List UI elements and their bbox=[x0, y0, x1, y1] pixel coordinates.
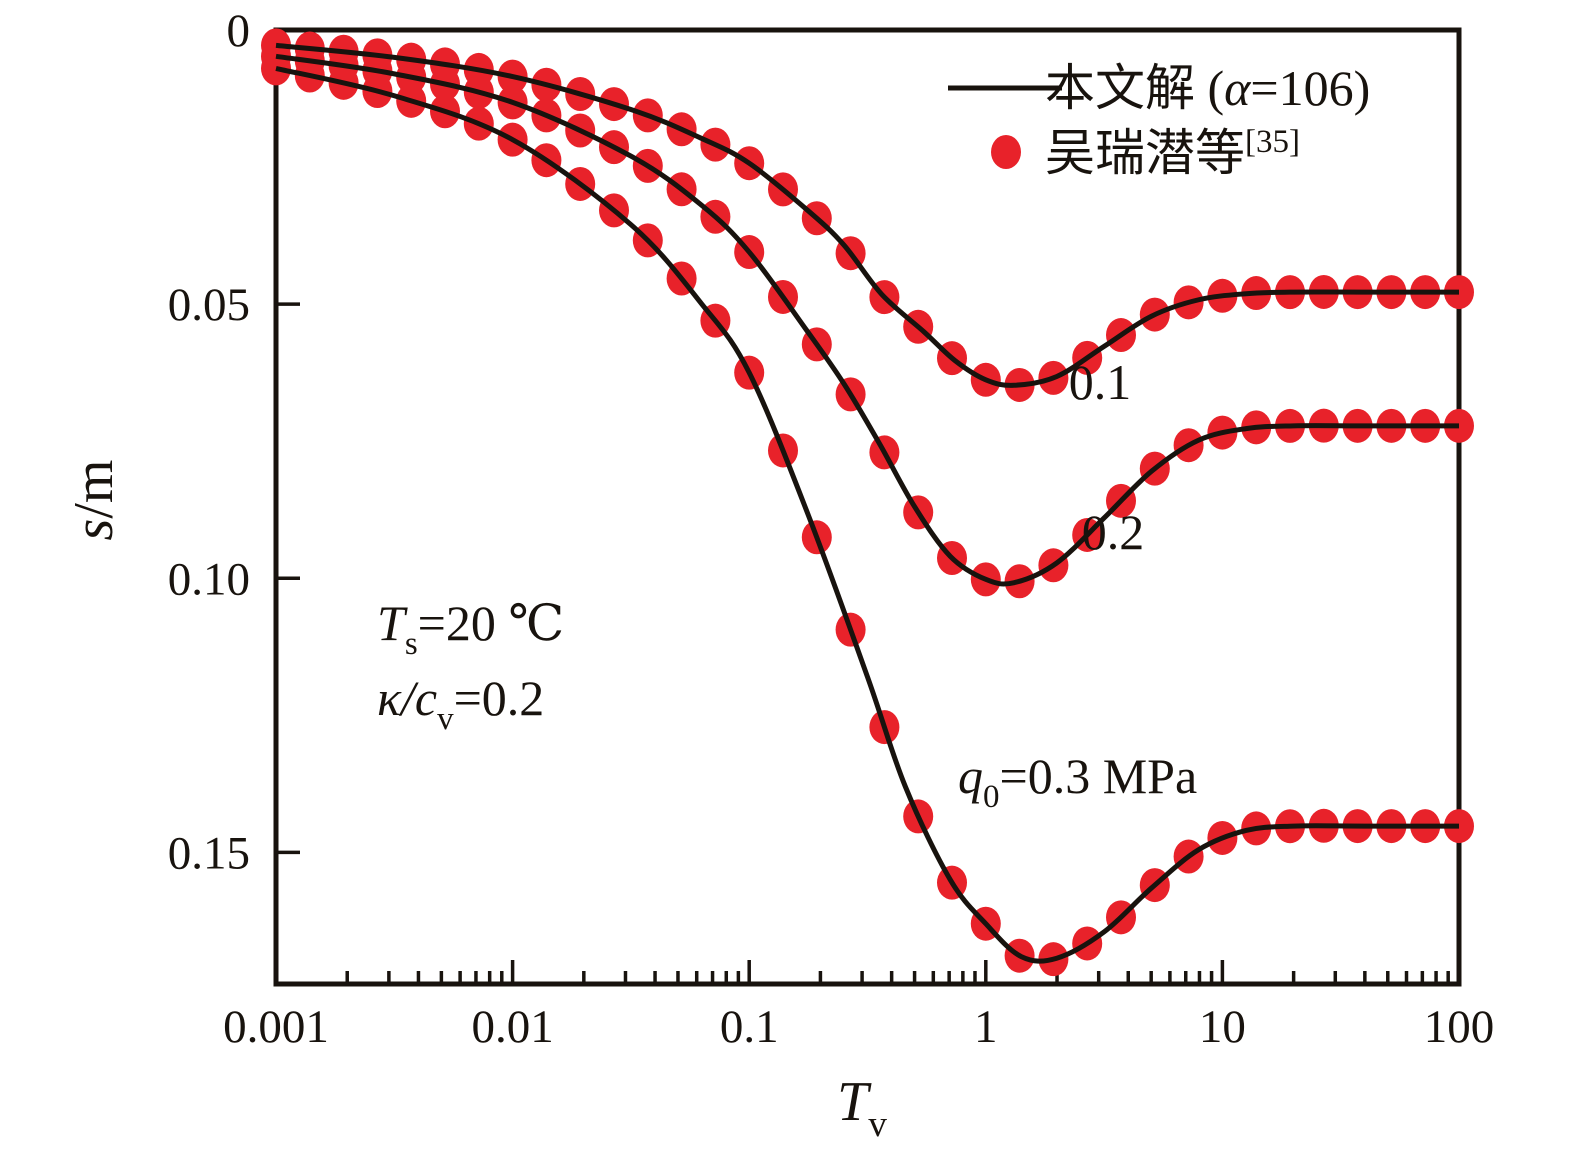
x-tick-label: 100 bbox=[1424, 1001, 1495, 1053]
y-axis-title: s/m bbox=[63, 460, 125, 541]
x-tick-label: 0.1 bbox=[720, 1001, 779, 1053]
legend-dot-sample-icon bbox=[991, 135, 1021, 169]
x-axis-title: Tv bbox=[837, 1071, 887, 1145]
curve-label-q0: q0=0.3 MPa bbox=[958, 748, 1197, 815]
y-tick-label: 0.15 bbox=[168, 827, 250, 879]
plot-area: 0.001 0.01 0.1 1 10 100 0 0.05 0.10 0.15 bbox=[168, 5, 1495, 1053]
series-curve bbox=[275, 42, 1459, 388]
legend-label-reference: 吴瑞潜等[35] bbox=[1045, 124, 1300, 181]
x-tick-label: 0.001 bbox=[223, 1001, 329, 1053]
annotation-temperature: Ts=20 ℃ bbox=[377, 595, 564, 662]
annotation-kappa-cv: κ/cv=0.2 bbox=[377, 670, 544, 737]
curve-label-0-1: 0.1 bbox=[1069, 354, 1132, 410]
annotations: Ts=20 ℃ κ/cv=0.2 0.1 0.2 q0=0.3 MPa bbox=[377, 354, 1197, 815]
y-tick-label: 0 bbox=[227, 5, 251, 57]
series-curve bbox=[275, 65, 1459, 964]
series-curve bbox=[275, 53, 1459, 587]
y-tick-label: 0.05 bbox=[168, 279, 250, 331]
plot-frame bbox=[273, 27, 1462, 987]
legend: 本文解 (α=106) 吴瑞潜等[35] bbox=[948, 60, 1370, 181]
y-tick-label: 0.10 bbox=[168, 553, 250, 605]
x-tick-label: 10 bbox=[1199, 1001, 1246, 1053]
x-tick-label: 1 bbox=[974, 1001, 998, 1053]
legend-label-solution: 本文解 (α=106) bbox=[1045, 60, 1370, 116]
series-lines-layer bbox=[275, 42, 1459, 964]
data-points-layer bbox=[261, 28, 1474, 977]
x-tick-label: 0.01 bbox=[471, 1001, 553, 1053]
curve-label-0-2: 0.2 bbox=[1082, 504, 1145, 560]
